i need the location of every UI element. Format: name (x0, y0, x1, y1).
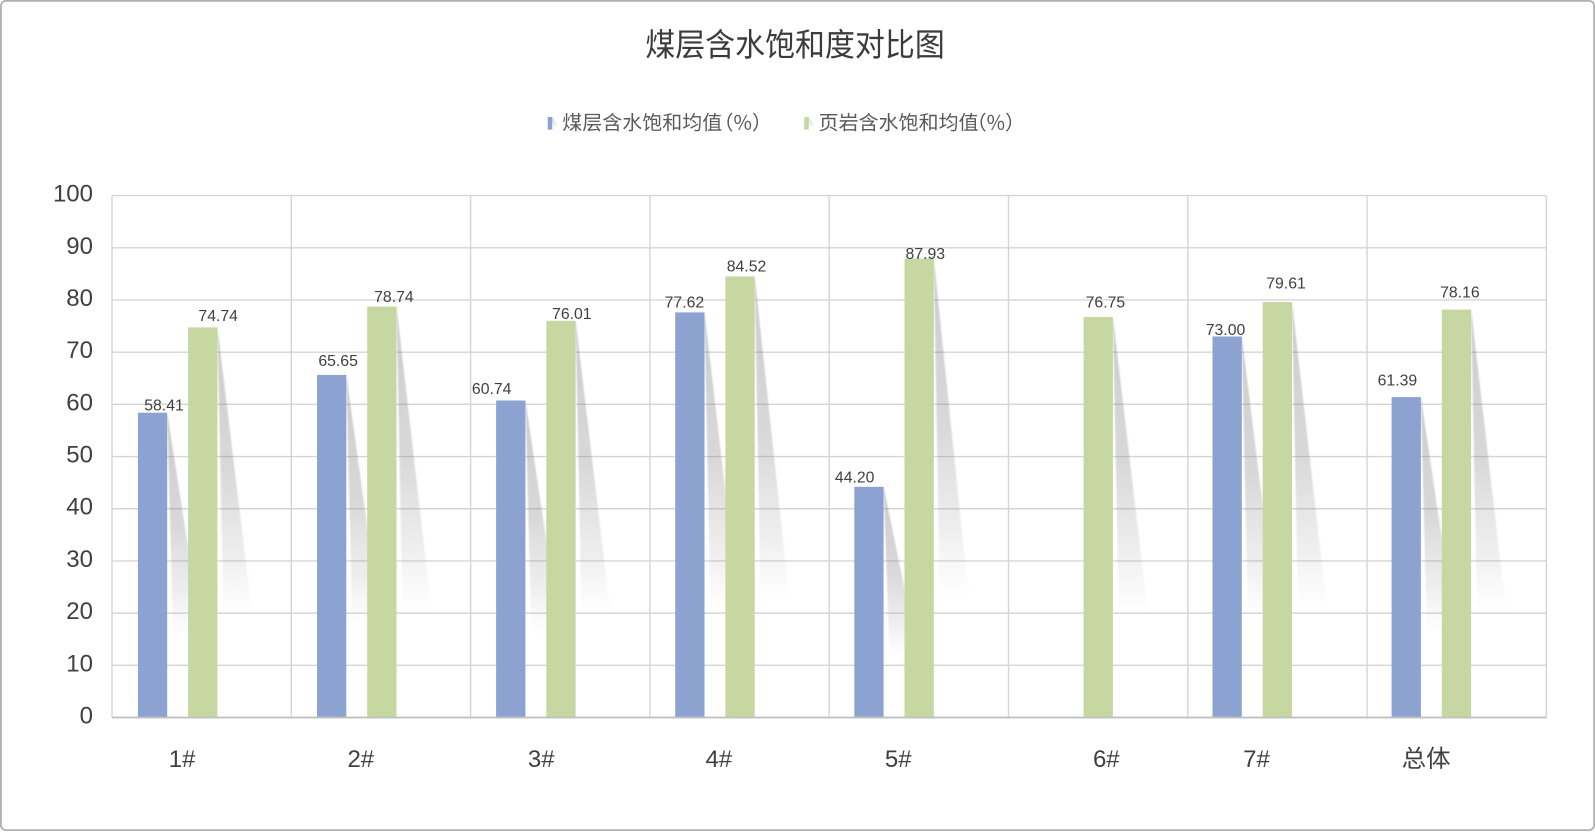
svg-text:76.75: 76.75 (1086, 295, 1126, 312)
svg-text:50: 50 (66, 442, 93, 469)
svg-text:4#: 4# (705, 746, 732, 773)
svg-text:40: 40 (66, 494, 93, 521)
svg-text:65.65: 65.65 (318, 353, 358, 370)
svg-text:90: 90 (66, 233, 93, 260)
svg-text:78.16: 78.16 (1440, 284, 1480, 301)
svg-text:10: 10 (66, 650, 93, 677)
svg-text:80: 80 (66, 285, 93, 312)
svg-text:6#: 6# (1093, 746, 1120, 773)
svg-text:20: 20 (66, 598, 93, 625)
svg-text:78.74: 78.74 (374, 289, 414, 306)
svg-text:87.93: 87.93 (906, 246, 946, 263)
svg-text:84.52: 84.52 (727, 259, 767, 276)
svg-text:74.74: 74.74 (198, 308, 238, 325)
svg-text:60: 60 (66, 389, 93, 416)
svg-text:60.74: 60.74 (472, 381, 512, 398)
svg-text:76.01: 76.01 (552, 306, 592, 323)
svg-text:100: 100 (53, 181, 93, 208)
svg-text:61.39: 61.39 (1378, 372, 1418, 389)
svg-text:3#: 3# (528, 746, 555, 773)
svg-text:7#: 7# (1243, 746, 1270, 773)
svg-text:77.62: 77.62 (665, 295, 705, 312)
svg-text:70: 70 (66, 337, 93, 364)
svg-text:0: 0 (80, 703, 93, 730)
svg-text:30: 30 (66, 546, 93, 573)
svg-text:79.61: 79.61 (1266, 275, 1306, 292)
svg-text:1#: 1# (169, 746, 196, 773)
svg-text:2#: 2# (347, 746, 374, 773)
svg-text:44.20: 44.20 (835, 470, 875, 487)
svg-text:58.41: 58.41 (144, 397, 184, 414)
svg-text:5#: 5# (885, 746, 912, 773)
svg-text:73.00: 73.00 (1206, 322, 1246, 339)
